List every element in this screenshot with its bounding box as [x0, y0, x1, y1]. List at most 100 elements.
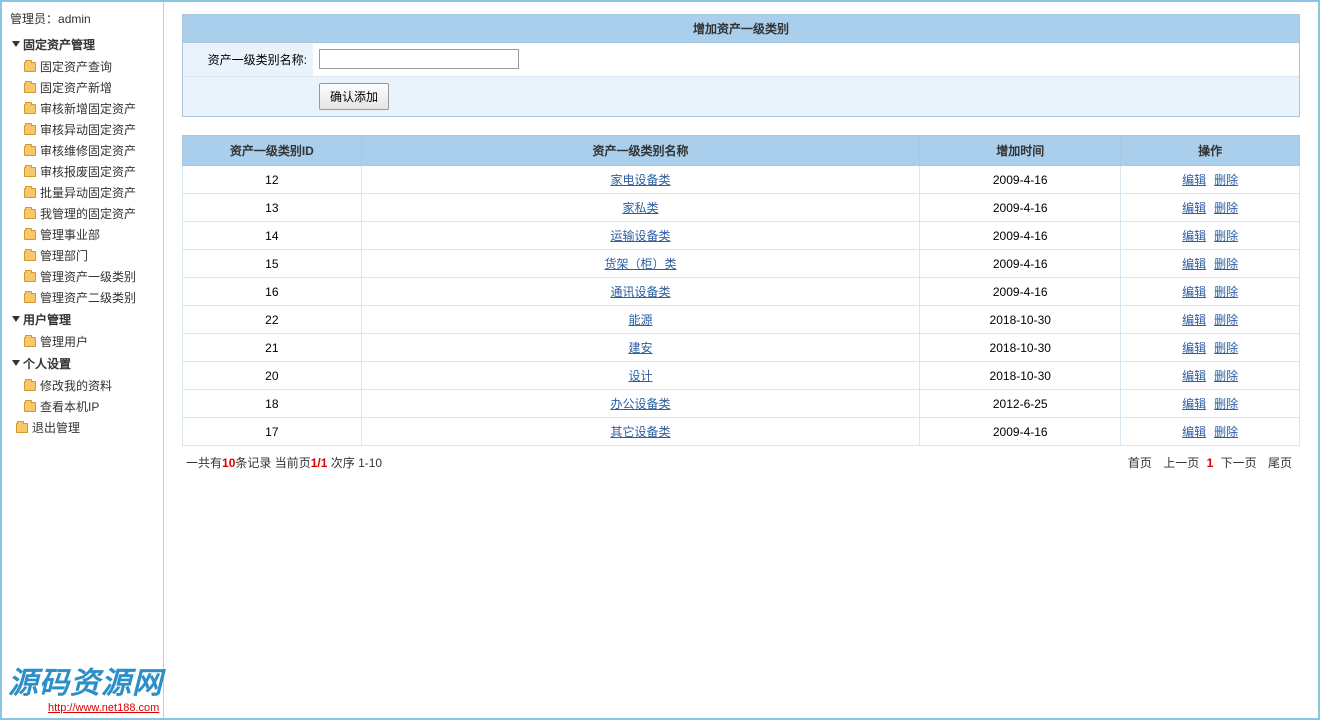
folder-icon: [24, 293, 36, 303]
delete-link[interactable]: 删除: [1214, 201, 1238, 215]
pager-next[interactable]: 下一页: [1221, 456, 1257, 470]
sidebar-group[interactable]: 固定资产管理: [6, 33, 159, 56]
pager-links: 首页 上一页 1 下一页 尾页: [1124, 454, 1296, 471]
folder-icon: [24, 272, 36, 282]
cell-id: 21: [183, 334, 362, 362]
pager-current: 1: [1207, 456, 1214, 470]
sidebar-item[interactable]: 审核异动固定资产: [6, 119, 159, 140]
cell-id: 13: [183, 194, 362, 222]
table-header: 资产一级类别ID: [183, 136, 362, 166]
sidebar-logout[interactable]: 退出管理: [6, 417, 159, 438]
sidebar: 管理员：admin 固定资产管理固定资产查询固定资产新增审核新增固定资产审核异动…: [2, 2, 164, 718]
category-link[interactable]: 建安: [628, 341, 652, 355]
delete-link[interactable]: 删除: [1214, 173, 1238, 187]
category-link[interactable]: 其它设备类: [610, 425, 670, 439]
folder-icon: [24, 125, 36, 135]
cell-date: 2009-4-16: [920, 418, 1121, 446]
pager-last[interactable]: 尾页: [1268, 456, 1292, 470]
pager-prev[interactable]: 上一页: [1163, 456, 1199, 470]
sidebar-group[interactable]: 个人设置: [6, 352, 159, 375]
sidebar-item[interactable]: 审核新增固定资产: [6, 98, 159, 119]
cell-date: 2009-4-16: [920, 194, 1121, 222]
edit-link[interactable]: 编辑: [1182, 285, 1206, 299]
edit-link[interactable]: 编辑: [1182, 369, 1206, 383]
sidebar-item[interactable]: 固定资产新增: [6, 77, 159, 98]
folder-icon: [24, 167, 36, 177]
sidebar-item[interactable]: 批量异动固定资产: [6, 182, 159, 203]
sidebar-item[interactable]: 修改我的资料: [6, 375, 159, 396]
folder-icon: [24, 230, 36, 240]
pager-first[interactable]: 首页: [1128, 456, 1152, 470]
sidebar-item[interactable]: 管理事业部: [6, 224, 159, 245]
delete-link[interactable]: 删除: [1214, 313, 1238, 327]
cell-id: 12: [183, 166, 362, 194]
form-label-category-name: 资产一级类别名称:: [183, 43, 313, 76]
cell-id: 20: [183, 362, 362, 390]
sidebar-item[interactable]: 管理资产一级类别: [6, 266, 159, 287]
delete-link[interactable]: 删除: [1214, 285, 1238, 299]
cell-id: 15: [183, 250, 362, 278]
pager: 一共有10条记录 当前页1/1 次序 1-10 首页 上一页 1 下一页 尾页: [182, 446, 1300, 471]
table-row: 12家电设备类2009-4-16编辑删除: [183, 166, 1300, 194]
edit-link[interactable]: 编辑: [1182, 173, 1206, 187]
delete-link[interactable]: 删除: [1214, 425, 1238, 439]
main-content: 增加资产一级类别 资产一级类别名称: 确认添加 资产一级类别ID资产一级类别名称…: [164, 2, 1318, 718]
edit-link[interactable]: 编辑: [1182, 397, 1206, 411]
cell-date: 2018-10-30: [920, 306, 1121, 334]
cell-id: 18: [183, 390, 362, 418]
cell-id: 14: [183, 222, 362, 250]
category-link[interactable]: 家私类: [622, 201, 658, 215]
folder-icon: [24, 381, 36, 391]
table-row: 13 家私类 2009-4-16 编辑删除: [183, 194, 1300, 222]
cell-date: 2009-4-16: [920, 278, 1121, 306]
sidebar-item[interactable]: 管理部门: [6, 245, 159, 266]
edit-link[interactable]: 编辑: [1182, 341, 1206, 355]
panel-title: 增加资产一级类别: [183, 15, 1299, 43]
delete-link[interactable]: 删除: [1214, 257, 1238, 271]
table-header: 资产一级类别名称: [361, 136, 920, 166]
category-link[interactable]: 设计: [628, 369, 652, 383]
delete-link[interactable]: 删除: [1214, 229, 1238, 243]
folder-icon: [24, 251, 36, 261]
sidebar-item[interactable]: 审核维修固定资产: [6, 140, 159, 161]
edit-link[interactable]: 编辑: [1182, 257, 1206, 271]
delete-link[interactable]: 删除: [1214, 397, 1238, 411]
category-link[interactable]: 货架（柜）类: [604, 257, 676, 271]
sidebar-item[interactable]: 查看本机IP: [6, 396, 159, 417]
delete-link[interactable]: 删除: [1214, 341, 1238, 355]
category-link[interactable]: 运输设备类: [610, 229, 670, 243]
cell-date: 2018-10-30: [920, 334, 1121, 362]
cell-date: 2009-4-16: [920, 222, 1121, 250]
table-header: 增加时间: [920, 136, 1121, 166]
confirm-add-button[interactable]: 确认添加: [319, 83, 389, 110]
cell-date: 2012-6-25: [920, 390, 1121, 418]
edit-link[interactable]: 编辑: [1182, 201, 1206, 215]
sidebar-item[interactable]: 审核报废固定资产: [6, 161, 159, 182]
folder-icon: [24, 83, 36, 93]
table-row: 18 办公设备类 2012-6-25 编辑删除: [183, 390, 1300, 418]
category-link[interactable]: 通讯设备类: [610, 285, 670, 299]
sidebar-item[interactable]: 管理用户: [6, 331, 159, 352]
category-name-input[interactable]: [319, 49, 519, 69]
folder-icon: [24, 337, 36, 347]
table-header: 操作: [1121, 136, 1300, 166]
table-row: 15货架（柜）类2009-4-16编辑删除: [183, 250, 1300, 278]
cell-id: 22: [183, 306, 362, 334]
table-row: 17 其它设备类 2009-4-16 编辑删除: [183, 418, 1300, 446]
admin-label: 管理员：admin: [6, 8, 159, 33]
table-row: 16通讯设备类2009-4-16编辑删除: [183, 278, 1300, 306]
category-link[interactable]: 能源: [628, 313, 652, 327]
category-link[interactable]: 家电设备类: [610, 173, 670, 187]
edit-link[interactable]: 编辑: [1182, 425, 1206, 439]
sidebar-item[interactable]: 我管理的固定资产: [6, 203, 159, 224]
category-link[interactable]: 办公设备类: [610, 397, 670, 411]
sidebar-item[interactable]: 管理资产二级类别: [6, 287, 159, 308]
edit-link[interactable]: 编辑: [1182, 229, 1206, 243]
cell-id: 17: [183, 418, 362, 446]
sidebar-group[interactable]: 用户管理: [6, 308, 159, 331]
cell-date: 2018-10-30: [920, 362, 1121, 390]
sidebar-item[interactable]: 固定资产查询: [6, 56, 159, 77]
delete-link[interactable]: 删除: [1214, 369, 1238, 383]
folder-icon: [24, 62, 36, 72]
edit-link[interactable]: 编辑: [1182, 313, 1206, 327]
